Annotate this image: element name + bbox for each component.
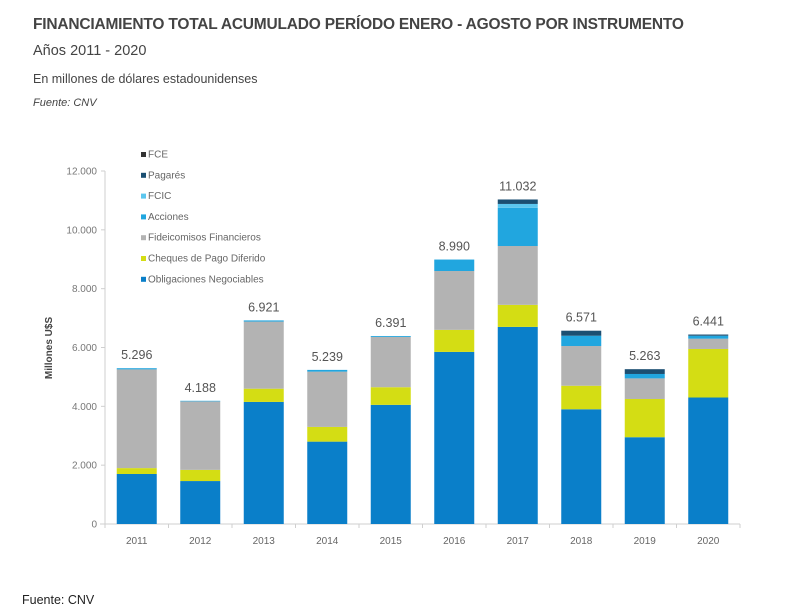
x-tick-label-2012: 2012 bbox=[189, 536, 212, 547]
y-tick-label: 8.000 bbox=[72, 284, 97, 295]
total-label-2011: 5.296 bbox=[121, 348, 152, 362]
total-label-2019: 5.263 bbox=[629, 349, 660, 363]
bar-segment-cheques-de-pago-diferido-2012 bbox=[180, 469, 221, 482]
bar-segment-fideicomisos-financieros-2016 bbox=[434, 271, 475, 330]
legend-label-obligaciones-negociables: Obligaciones Negociables bbox=[148, 274, 264, 285]
bar-segment-acciones-2014 bbox=[307, 369, 348, 372]
legend-swatch-fideicomisos-financieros bbox=[141, 235, 146, 241]
bar-segment-acciones-2017 bbox=[497, 207, 538, 247]
bar-segment-fcic-2017 bbox=[497, 203, 538, 208]
y-tick-label: 12.000 bbox=[66, 167, 97, 178]
y-tick-label: 0 bbox=[91, 520, 97, 531]
bar-segment-fideicomisos-financieros-2018 bbox=[561, 346, 602, 386]
chart-source: Fuente: CNV bbox=[33, 97, 97, 109]
x-tick-label-2015: 2015 bbox=[380, 536, 403, 547]
total-label-2014: 5.239 bbox=[312, 350, 343, 364]
legend-label-acciones: Acciones bbox=[148, 212, 189, 223]
bar-segment-fideicomisos-financieros-2011 bbox=[116, 369, 157, 469]
bar-segment-cheques-de-pago-diferido-2011 bbox=[116, 468, 157, 474]
bar-segment-obligaciones-negociables-2012 bbox=[180, 481, 221, 524]
total-label-2012: 4.188 bbox=[185, 381, 216, 395]
x-tick-label-2013: 2013 bbox=[253, 536, 276, 547]
bar-segment-cheques-de-pago-diferido-2014 bbox=[307, 426, 348, 442]
bar-segment-obligaciones-negociables-2018 bbox=[561, 409, 602, 524]
bar-segment-fideicomisos-financieros-2014 bbox=[307, 371, 348, 427]
total-label-2015: 6.391 bbox=[375, 316, 406, 330]
legend-label-fcic: FCIC bbox=[148, 191, 171, 202]
chart-subtitle: Años 2011 - 2020 bbox=[33, 43, 147, 59]
x-tick-label-2011: 2011 bbox=[126, 536, 148, 547]
bar-segment-pagar-s-2018 bbox=[561, 330, 602, 336]
legend-swatch-acciones bbox=[141, 214, 146, 220]
bar-segment-obligaciones-negociables-2017 bbox=[497, 326, 538, 524]
bar-segment-obligaciones-negociables-2014 bbox=[307, 441, 348, 524]
x-tick-label-2018: 2018 bbox=[570, 536, 593, 547]
y-tick-label: 2.000 bbox=[72, 461, 97, 472]
bar-segment-cheques-de-pago-diferido-2013 bbox=[243, 388, 284, 402]
chart-units: En millones de dólares estadounidenses bbox=[33, 72, 258, 86]
total-label-2013: 6.921 bbox=[248, 300, 279, 314]
bar-segment-acciones-2018 bbox=[561, 335, 602, 347]
x-tick-label-2017: 2017 bbox=[507, 536, 530, 547]
bar-segment-obligaciones-negociables-2015 bbox=[370, 404, 411, 524]
x-tick-label-2016: 2016 bbox=[443, 536, 466, 547]
legend-swatch-fcic bbox=[141, 193, 146, 199]
legend-label-fideicomisos-financieros: Fideicomisos Financieros bbox=[148, 233, 261, 244]
bar-segment-acciones-2012 bbox=[180, 400, 221, 402]
bar-segment-fideicomisos-financieros-2012 bbox=[180, 401, 221, 470]
bar-segment-acciones-2016 bbox=[434, 259, 475, 272]
bar-segment-pagar-s-2020 bbox=[688, 334, 729, 336]
x-tick-labels: 2011 2012 2013 2014 2015 2016 2017 2018 2019 2020 bbox=[126, 536, 720, 547]
bar-segment-pagar-s-2019 bbox=[624, 369, 665, 374]
bar-segment-acciones-2011 bbox=[116, 368, 157, 370]
bar-segment-cheques-de-pago-diferido-2016 bbox=[434, 329, 475, 352]
legend-label-pagar-s: Pagarés bbox=[148, 170, 185, 181]
bar-segment-fideicomisos-financieros-2013 bbox=[243, 321, 284, 389]
bar-segment-obligaciones-negociables-2019 bbox=[624, 437, 665, 524]
bar-segment-cheques-de-pago-diferido-2018 bbox=[561, 385, 602, 410]
y-tick-label: 6.000 bbox=[72, 343, 97, 354]
legend-label-cheques-de-pago-diferido: Cheques de Pago Diferido bbox=[148, 254, 266, 265]
bar-segment-pagar-s-2017 bbox=[497, 199, 538, 204]
footer-source: Fuente: CNV bbox=[22, 593, 95, 607]
y-axis-label: Millones U$S bbox=[44, 317, 55, 380]
bar-segment-cheques-de-pago-diferido-2017 bbox=[497, 304, 538, 327]
bar-segment-fideicomisos-financieros-2020 bbox=[688, 338, 729, 349]
total-label-2020: 6.441 bbox=[693, 315, 724, 329]
chart-title: FINANCIAMIENTO TOTAL ACUMULADO PERÍODO E… bbox=[33, 16, 684, 33]
bar-segment-obligaciones-negociables-2013 bbox=[243, 401, 284, 524]
bar-segment-fideicomisos-financieros-2019 bbox=[624, 378, 665, 399]
bar-segment-cheques-de-pago-diferido-2020 bbox=[688, 348, 729, 398]
legend-swatch-fce bbox=[141, 152, 146, 157]
total-label-2018: 6.571 bbox=[566, 311, 597, 325]
bars bbox=[116, 199, 729, 524]
bar-segment-acciones-2019 bbox=[624, 373, 665, 379]
bar-segment-obligaciones-negociables-2016 bbox=[434, 351, 475, 524]
total-label-2017: 11.032 bbox=[499, 179, 536, 193]
legend-swatch-cheques-de-pago-diferido bbox=[141, 256, 146, 261]
bar-segment-obligaciones-negociables-2020 bbox=[688, 397, 729, 524]
bar-segment-fideicomisos-financieros-2015 bbox=[370, 336, 411, 388]
bar-segment-acciones-2013 bbox=[243, 320, 284, 322]
total-label-2016: 8.990 bbox=[439, 240, 470, 254]
bar-segment-acciones-2020 bbox=[688, 335, 729, 339]
x-tick-label-2019: 2019 bbox=[634, 536, 657, 547]
x-tick-label-2014: 2014 bbox=[316, 536, 339, 547]
legend-swatch-pagar-s bbox=[141, 172, 146, 178]
bar-segment-fideicomisos-financieros-2017 bbox=[497, 246, 538, 305]
bar-segment-acciones-2015 bbox=[370, 335, 411, 337]
bar-segment-obligaciones-negociables-2011 bbox=[116, 473, 157, 524]
y-tick-label: 10.000 bbox=[66, 225, 97, 236]
legend-swatch-obligaciones-negociables bbox=[141, 276, 146, 282]
x-tick-label-2020: 2020 bbox=[697, 536, 720, 547]
total-labels: 5.296 4.188 6.921 5.239 6.391 8.990 11.032 6.57… bbox=[121, 179, 724, 394]
bar-segment-cheques-de-pago-diferido-2019 bbox=[624, 398, 665, 438]
legend-label-fce: FCE bbox=[148, 150, 168, 161]
legend: FCE Pagarés FCIC Acciones Fideicomisos Finan… bbox=[141, 150, 266, 285]
y-tick-label: 4.000 bbox=[72, 402, 97, 413]
bar-segment-cheques-de-pago-diferido-2015 bbox=[370, 387, 411, 405]
